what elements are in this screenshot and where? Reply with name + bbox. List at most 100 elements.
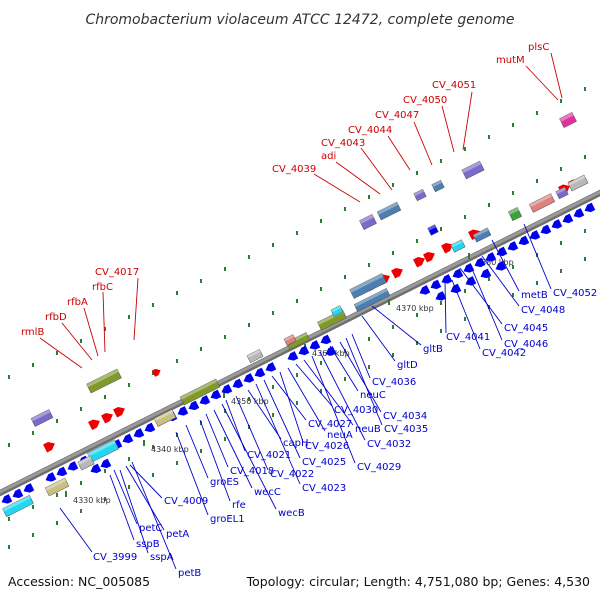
- reverse-gene-arrow: [485, 252, 497, 262]
- scale-tick: [296, 373, 298, 377]
- accession-text: Accession: NC_005085: [8, 574, 150, 589]
- gene-label: sspA: [150, 552, 174, 563]
- leader-line: [221, 403, 277, 510]
- gene-label: CV_4045: [504, 323, 548, 334]
- leader-line: [279, 371, 304, 443]
- reverse-gene-arrow: [67, 461, 79, 471]
- scale-tick: [392, 325, 394, 329]
- scale-tick: [416, 341, 418, 345]
- leader-line: [109, 474, 135, 541]
- gene-block: [507, 206, 523, 222]
- reverse-gene-arrow: [122, 433, 134, 444]
- leader-line: [263, 379, 301, 459]
- gene-label: CV_4034: [383, 411, 427, 422]
- leader-line: [335, 161, 381, 195]
- leader-line: [205, 413, 229, 468]
- gene-label: CV_4021: [247, 450, 291, 461]
- scale-label: 4340 kbp: [151, 445, 189, 454]
- gene-block: [413, 188, 427, 202]
- scale-tick: [128, 383, 130, 387]
- reverse-gene-arrow: [210, 389, 222, 400]
- scale-tick: [368, 337, 370, 341]
- reverse-gene-arrow: [199, 395, 211, 405]
- leader-line: [119, 469, 149, 554]
- gene-label: neuB: [355, 424, 381, 435]
- label-leader-lines: [39, 52, 563, 570]
- reverse-gene-arrow: [435, 291, 447, 301]
- leader-line: [83, 307, 99, 357]
- scale-tick: [32, 363, 34, 367]
- scale-tick: [56, 419, 58, 423]
- reverse-gene-arrow: [540, 224, 552, 235]
- gene-label: gltD: [397, 360, 418, 371]
- reverse-gene-arrow: [232, 378, 244, 389]
- gene-block: [528, 193, 556, 213]
- scale-tick: [560, 99, 562, 103]
- reverse-gene-arrow: [320, 334, 332, 345]
- gene-block: [153, 409, 177, 427]
- scale-tick: [560, 269, 562, 273]
- gene-label: CV_4043: [321, 138, 365, 149]
- scale-tick: [56, 493, 58, 497]
- gene-block: [77, 455, 95, 471]
- leader-line: [235, 395, 269, 471]
- reverse-gene-arrow: [287, 351, 299, 361]
- gene-label: CV_4036: [372, 377, 416, 388]
- leader-line: [39, 337, 83, 369]
- scale-tick: [104, 469, 106, 473]
- scale-tick: [512, 191, 514, 195]
- forward-gene-arrow: [391, 267, 403, 279]
- gene-label: wecB: [278, 508, 305, 519]
- gene-block: [359, 214, 377, 230]
- gene-block: [376, 201, 402, 221]
- leader-line: [523, 223, 552, 290]
- reverse-gene-arrow: [474, 257, 486, 268]
- scale-tick: [512, 123, 514, 127]
- forward-gene-arrow: [101, 412, 113, 424]
- forward-gene-arrow: [151, 368, 161, 377]
- reverse-gene-arrow: [144, 422, 156, 433]
- gene-block: [44, 477, 70, 497]
- reverse-gene-arrow: [188, 400, 200, 411]
- scale-tick: [104, 497, 106, 501]
- gene-block: [30, 409, 54, 427]
- scale-tick: [296, 231, 298, 235]
- scale-tick-major: [468, 253, 470, 259]
- reverse-gene-arrow: [1, 494, 13, 504]
- gene-label: CV_4030: [334, 405, 378, 416]
- scale-tick: [440, 227, 442, 231]
- scale-tick-major: [388, 299, 390, 305]
- leader-line: [462, 91, 473, 151]
- scale-tick: [344, 377, 346, 381]
- scale-tick: [584, 155, 586, 159]
- leader-line: [550, 52, 563, 99]
- gene-label: rfbC: [92, 282, 113, 293]
- scale-tick: [392, 353, 394, 357]
- leader-line: [247, 389, 282, 440]
- gene-block: [246, 348, 264, 364]
- scale-tick: [272, 413, 274, 417]
- gene-label: groES: [210, 477, 239, 488]
- leader-line: [313, 173, 361, 203]
- gene-label: groEL1: [210, 514, 245, 525]
- leader-line: [345, 337, 383, 426]
- scale-tick: [512, 293, 514, 297]
- leader-line: [133, 277, 139, 341]
- scale-label: 4350 kbp: [231, 397, 269, 406]
- scale-tick: [56, 351, 58, 355]
- scale-tick: [560, 167, 562, 171]
- scale-tick: [8, 443, 10, 447]
- leader-line: [339, 341, 382, 413]
- reverse-gene-arrow: [495, 261, 507, 271]
- reverse-gene-arrow: [419, 285, 431, 295]
- scale-tick: [416, 313, 418, 317]
- gene-block: [559, 112, 577, 128]
- leader-line: [311, 355, 356, 464]
- scale-tick: [488, 135, 490, 139]
- gene-label: wecC: [254, 487, 281, 498]
- gene-label: CV_4023: [302, 483, 346, 494]
- scale-tick-major: [65, 491, 67, 497]
- reverse-gene-arrow: [518, 235, 530, 246]
